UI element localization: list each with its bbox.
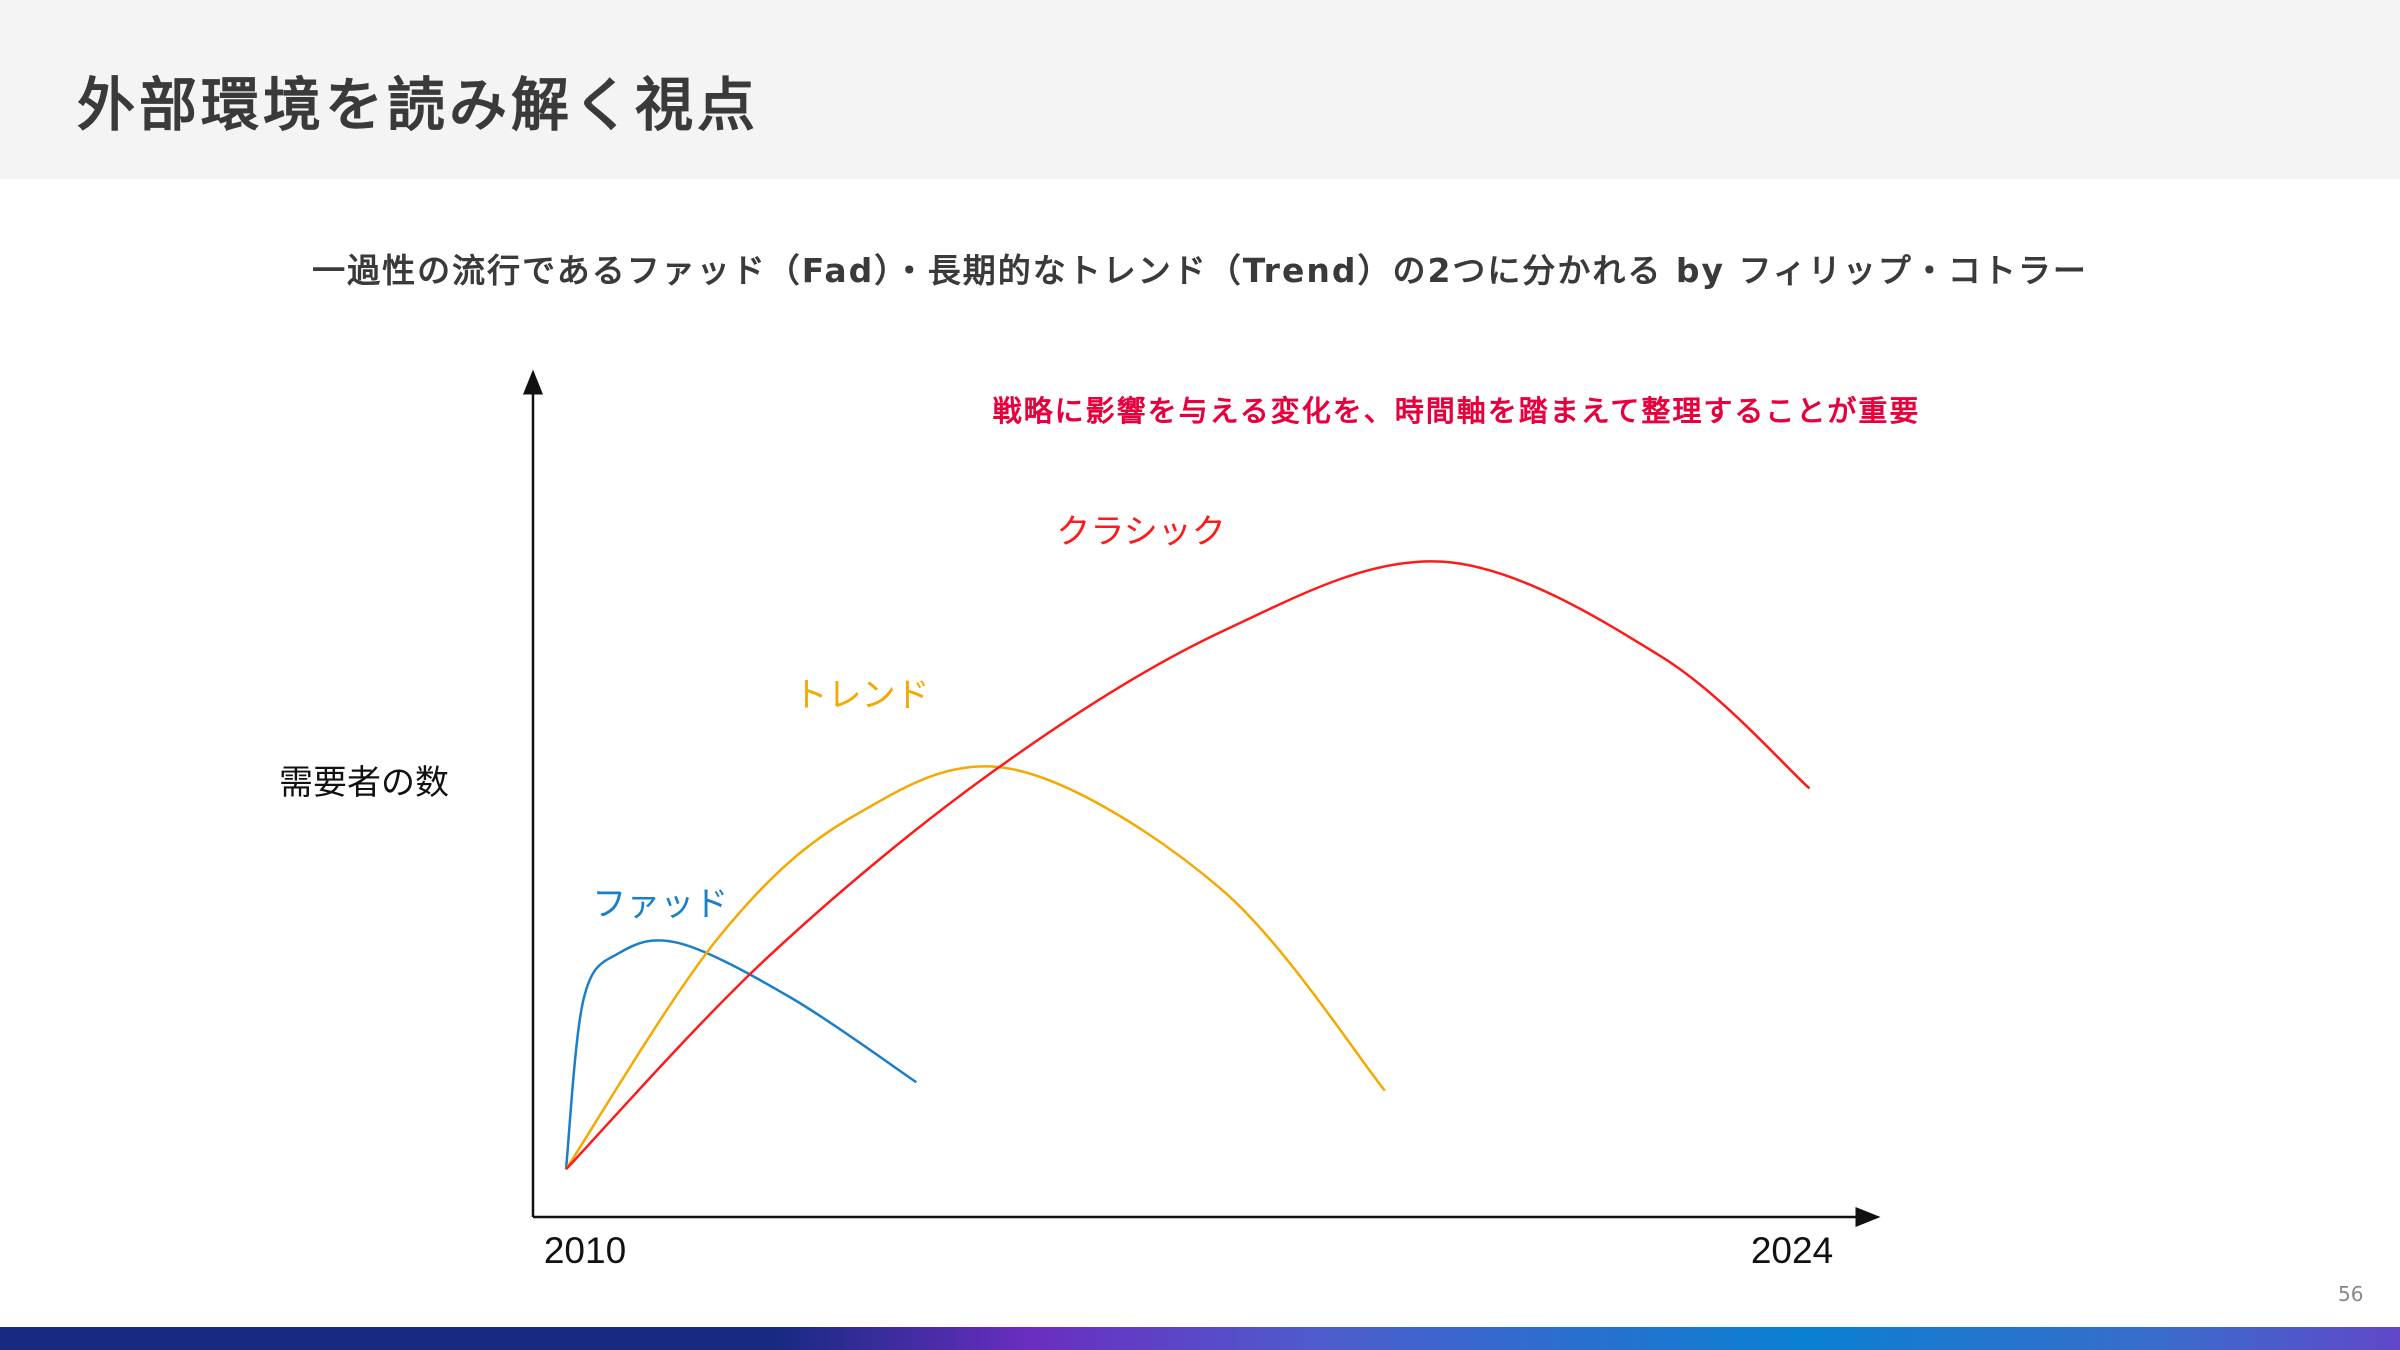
- series-line-1: [564, 939, 917, 1170]
- header-bar: 外部環境を読み解く視点: [0, 0, 2400, 179]
- series-label: ファッド: [592, 885, 728, 925]
- footer-gradient-bar: [0, 1327, 2400, 1350]
- page-title: 外部環境を読み解く視点: [77, 71, 760, 139]
- series-line-2: [564, 765, 1386, 1170]
- x-tick-label: 2010: [544, 1230, 626, 1271]
- page-number: 56: [2338, 1282, 2364, 1306]
- chart-annotation: 戦略に影響を与える変化を、時間軸を踏まえて整理することが重要: [992, 394, 1921, 428]
- series-line-3: [565, 560, 1811, 1171]
- y-axis-label: 需要者の数: [279, 763, 449, 803]
- x-tick-label: 2024: [1751, 1230, 1833, 1271]
- subtitle: 一過性の流行であるファッド（Fad）・長期的なトレンド（Trend）の2つに分か…: [312, 251, 2088, 290]
- series-label: トレンド: [794, 675, 930, 715]
- series-label: クラシック: [1056, 512, 1225, 552]
